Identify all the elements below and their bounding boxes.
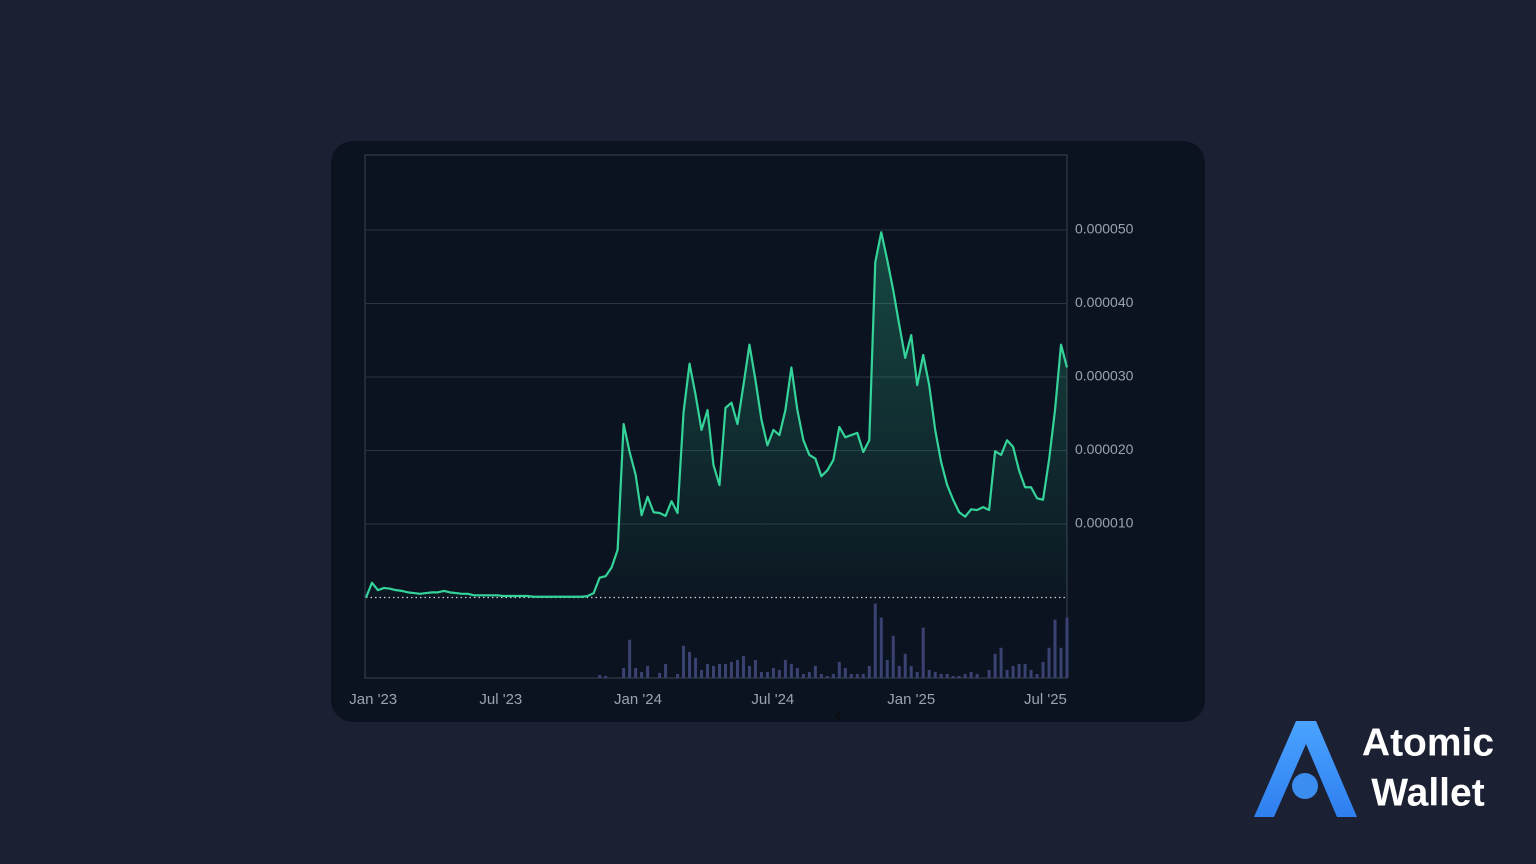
volume-bar bbox=[741, 655, 745, 678]
volume-bar bbox=[1065, 617, 1069, 678]
volume-bar bbox=[759, 671, 763, 678]
volume-bar bbox=[939, 673, 943, 678]
y-tick-label: 0.000010 bbox=[1075, 515, 1134, 531]
volume-bar bbox=[927, 669, 931, 678]
volume-bar bbox=[933, 671, 937, 678]
volume-bar bbox=[1011, 665, 1015, 678]
volume-bar bbox=[604, 675, 608, 678]
volume-bar bbox=[879, 617, 883, 678]
volume-bar bbox=[658, 672, 662, 678]
volume-bar bbox=[885, 659, 889, 678]
volume-bar bbox=[969, 671, 973, 678]
volume-bar bbox=[897, 665, 901, 678]
volume-bar bbox=[837, 661, 841, 678]
volume-bar bbox=[903, 653, 907, 678]
y-tick-label: 0.000040 bbox=[1075, 294, 1134, 310]
volume-bar bbox=[688, 651, 692, 678]
volume-bar bbox=[694, 657, 698, 678]
volume-bar bbox=[676, 673, 680, 678]
volume-bar bbox=[783, 659, 787, 678]
volume-bar bbox=[945, 673, 949, 678]
logo-dot bbox=[1292, 773, 1318, 799]
brand-name: Wallet bbox=[1371, 771, 1484, 814]
volume-bar bbox=[813, 665, 817, 678]
chart: 0.000010 0.000020 0.000030 0.000040 0.000050… bbox=[349, 154, 1134, 708]
volume-bar bbox=[1023, 663, 1027, 678]
volume-bar bbox=[993, 653, 997, 678]
volume-bar bbox=[717, 663, 721, 678]
x-tick-label: Jul '24 bbox=[751, 691, 794, 708]
brand-name: Atomic bbox=[1362, 721, 1494, 764]
volume-bar bbox=[831, 673, 835, 678]
volume-bar bbox=[1053, 619, 1057, 678]
volume-bar bbox=[640, 671, 644, 678]
volume-bar bbox=[622, 667, 626, 678]
volume-bar bbox=[723, 663, 727, 678]
volume-bar bbox=[861, 673, 865, 678]
volume-bar bbox=[1059, 647, 1063, 678]
volume-bar bbox=[921, 627, 925, 678]
volume-bar bbox=[706, 663, 710, 678]
volume-bar bbox=[646, 665, 650, 678]
volume-bar bbox=[825, 675, 829, 678]
volume-bar bbox=[849, 673, 853, 678]
volume-bar bbox=[598, 674, 602, 678]
x-tick-label: Jan '23 bbox=[349, 691, 397, 708]
volume-bar bbox=[843, 667, 847, 678]
volume-bar bbox=[729, 661, 733, 678]
volume-bar bbox=[1035, 673, 1039, 678]
volume-bar bbox=[682, 645, 686, 678]
volume-bar bbox=[777, 669, 781, 678]
x-tick-label: Jan '25 bbox=[887, 691, 935, 708]
volume-bar bbox=[753, 659, 757, 678]
volume-bar bbox=[700, 669, 704, 678]
volume-bar bbox=[1041, 661, 1045, 678]
volume-bar bbox=[873, 603, 877, 678]
volume-bar bbox=[628, 639, 632, 678]
volume-bar bbox=[765, 671, 769, 678]
volume-bar bbox=[735, 659, 739, 678]
volume-bar bbox=[1029, 669, 1033, 678]
y-tick-label: 0.000050 bbox=[1075, 221, 1134, 237]
volume-bar bbox=[963, 673, 967, 678]
footnote: 4 bbox=[835, 709, 842, 723]
volume-bar bbox=[1047, 647, 1051, 678]
volume-bar bbox=[747, 665, 751, 678]
volume-bar bbox=[801, 673, 805, 678]
volume-bar bbox=[807, 671, 811, 678]
volume-bar bbox=[1017, 663, 1021, 678]
price-line bbox=[364, 231, 1069, 598]
x-tick-label: Jul '23 bbox=[479, 691, 522, 708]
volume-bar bbox=[915, 671, 919, 678]
x-tick-label: Jul '25 bbox=[1024, 691, 1067, 708]
volume-bar bbox=[634, 667, 638, 678]
brand-logo: Atomic Wallet bbox=[1254, 721, 1494, 817]
y-tick-label: 0.000030 bbox=[1075, 368, 1134, 384]
volume-bar bbox=[795, 667, 799, 678]
volume-bar bbox=[789, 663, 793, 678]
volume-bar bbox=[957, 675, 961, 678]
volume-bar bbox=[771, 667, 775, 678]
logo-mark bbox=[1254, 721, 1357, 817]
volume-bar bbox=[867, 665, 871, 678]
plot-area bbox=[364, 154, 1068, 679]
volume-bar bbox=[855, 673, 859, 678]
volume-bar bbox=[819, 673, 823, 678]
volume-bar bbox=[999, 647, 1003, 678]
x-tick-label: Jan '24 bbox=[614, 691, 662, 708]
y-tick-label: 0.000020 bbox=[1075, 441, 1134, 457]
volume-bar bbox=[891, 635, 895, 678]
volume-bar bbox=[987, 669, 991, 678]
price-area bbox=[366, 232, 1067, 598]
volume-bar bbox=[1005, 669, 1009, 678]
volume-bar bbox=[975, 673, 979, 678]
volume-bar bbox=[951, 675, 955, 678]
volume-bar bbox=[664, 663, 668, 678]
volume-bar bbox=[909, 665, 913, 678]
volume-bar bbox=[712, 665, 716, 678]
